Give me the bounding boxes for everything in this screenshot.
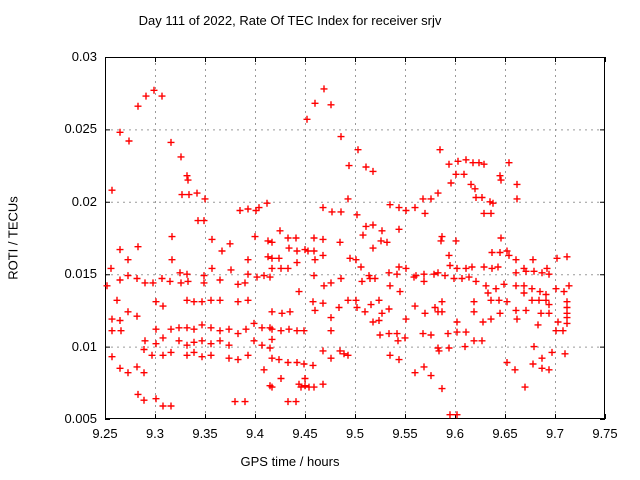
x-tick-label: 9.5 <box>345 426 365 441</box>
x-tick-label: 9.55 <box>392 426 418 441</box>
x-tick-label: 9.3 <box>145 426 165 441</box>
x-tick-label: 9.75 <box>592 426 618 441</box>
plot-area <box>103 57 606 420</box>
y-tick-label: 0.01 <box>71 338 97 354</box>
x-tick-label: 9.7 <box>545 426 565 441</box>
data-points <box>103 85 573 419</box>
x-tick-label: 9.4 <box>245 426 265 441</box>
plot-border <box>105 57 605 419</box>
y-tick-label: 0.03 <box>71 49 97 64</box>
x-axis-label: GPS time / hours <box>240 454 340 469</box>
y-tick-label: 0.015 <box>64 266 97 282</box>
x-tick-label: 9.6 <box>445 426 465 441</box>
x-tick-label: 9.65 <box>492 426 518 441</box>
y-tick-label: 0.02 <box>71 193 97 209</box>
y-tick-label: 0.025 <box>64 121 97 137</box>
x-tick-label: 9.45 <box>292 426 318 441</box>
y-tick-label: 0.005 <box>64 411 97 426</box>
chart-title: Day 111 of 2022, Rate Of TEC Index for r… <box>138 13 442 28</box>
x-tick-label: 9.35 <box>192 426 218 441</box>
x-tick-label: 9.25 <box>92 426 118 441</box>
